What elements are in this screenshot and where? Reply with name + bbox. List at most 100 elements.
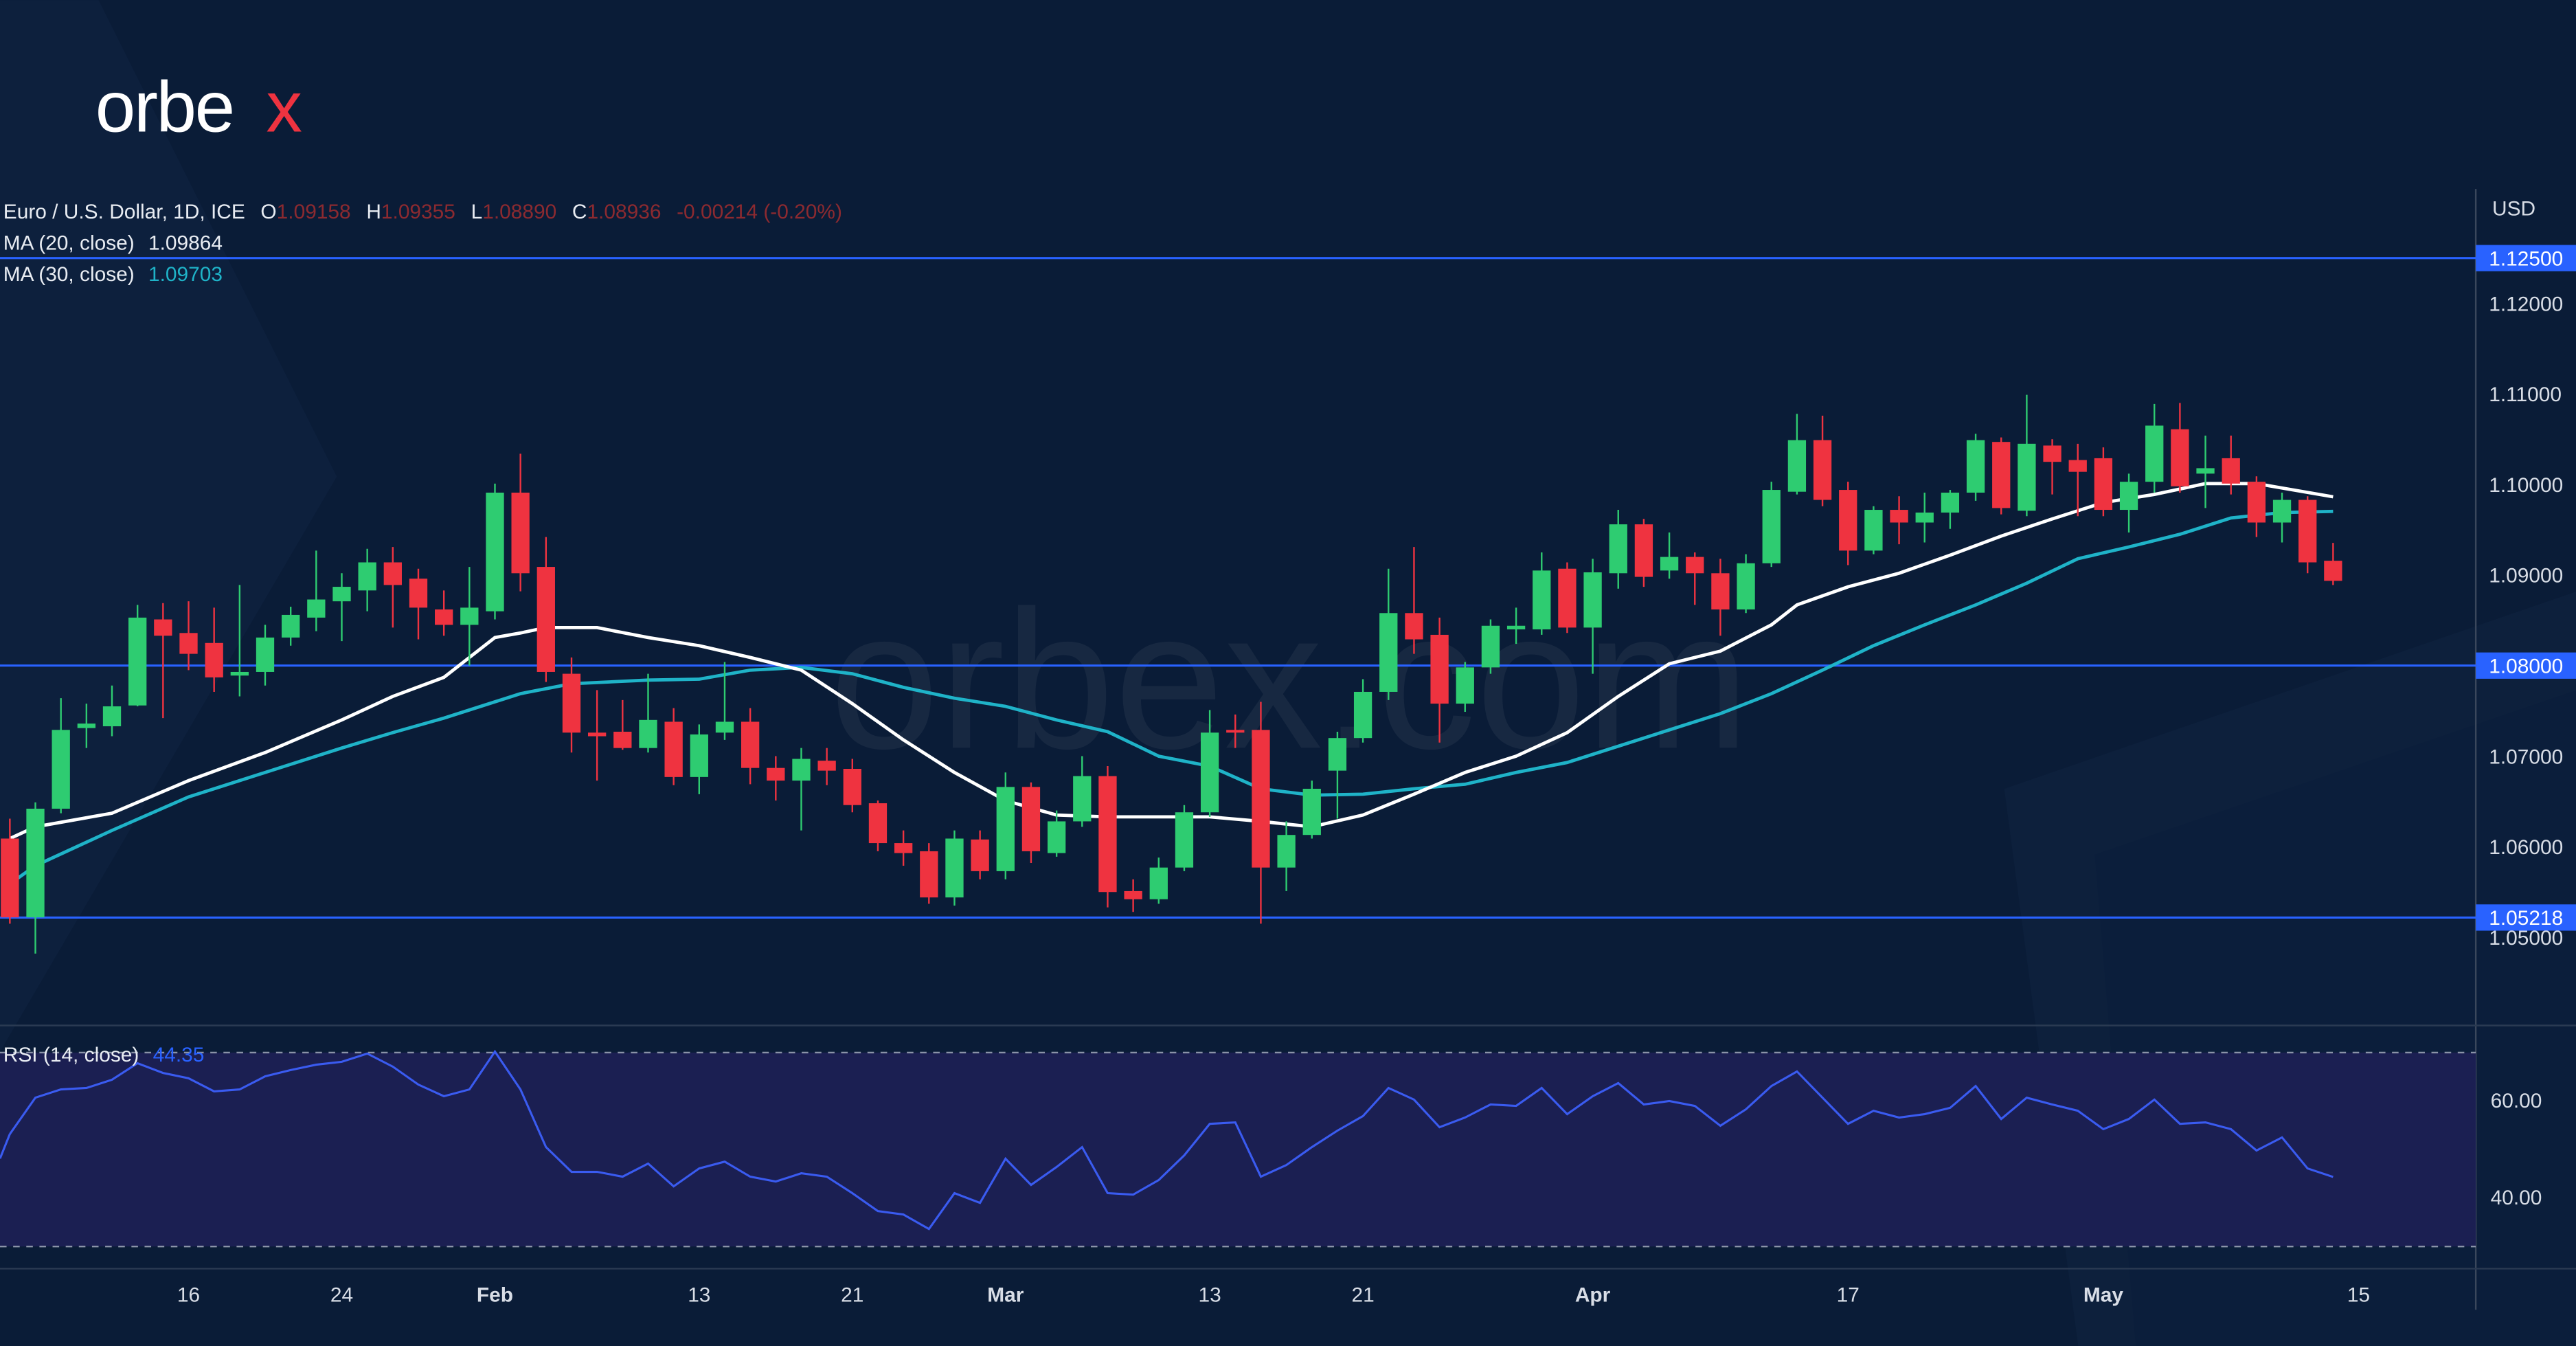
- candle: [1915, 492, 1934, 543]
- candle: [1533, 552, 1551, 635]
- candle-body: [715, 721, 734, 733]
- candle-body: [536, 567, 555, 672]
- candle: [486, 483, 504, 620]
- ma30-legend[interactable]: MA (30, close) 1.09703: [3, 263, 223, 286]
- candle-body: [205, 642, 223, 677]
- candle: [1073, 756, 1092, 827]
- candle-body: [767, 767, 785, 781]
- candle: [1966, 434, 1985, 501]
- candle: [230, 585, 249, 697]
- ma20-label: MA (20, close): [3, 232, 135, 255]
- rsi-legend[interactable]: RSI (14, close) 44.35: [3, 1044, 205, 1066]
- candle: [2196, 435, 2215, 508]
- candle-body: [1481, 625, 1500, 668]
- candle-body: [486, 492, 504, 612]
- candle-body: [1405, 613, 1423, 640]
- candle-body: [460, 607, 479, 625]
- candle: [1634, 519, 1653, 587]
- candle: [2094, 447, 2113, 517]
- time-axis[interactable]: 16 24 Feb 13 21 Mar 13 21 Apr 17 May 15: [177, 1283, 2370, 1306]
- candle: [1200, 710, 1219, 817]
- price-axis-label: 1.07000: [2489, 745, 2563, 768]
- high-value: 1.09355: [381, 201, 455, 223]
- candle-body: [282, 614, 300, 638]
- rsi-line: [9, 1049, 2334, 1231]
- candle: [817, 748, 836, 785]
- candle: [587, 690, 607, 781]
- candle: [1941, 490, 1960, 529]
- candle-body: [2222, 458, 2240, 484]
- candle-body: [817, 761, 836, 771]
- candle-body: [1737, 563, 1755, 610]
- candle: [1609, 510, 1627, 589]
- time-axis-label: Mar: [987, 1283, 1024, 1306]
- low-value: 1.08890: [482, 201, 556, 223]
- candle-body: [1073, 776, 1092, 822]
- candle-body: [2119, 482, 2138, 511]
- candle: [282, 607, 300, 646]
- candle: [332, 573, 351, 642]
- price-axis-label: 1.12000: [2489, 293, 2563, 315]
- candle: [767, 756, 785, 801]
- candle-body: [2094, 458, 2113, 511]
- candle-body: [1353, 691, 1372, 739]
- candle: [894, 830, 913, 866]
- rsi-value: 44.35: [153, 1044, 205, 1066]
- rsi-label: RSI (14, close): [3, 1044, 139, 1066]
- candle-body: [690, 734, 708, 777]
- candle-body: [1890, 510, 1908, 523]
- candle-body: [26, 808, 45, 918]
- candle: [1839, 482, 1857, 565]
- open-value: 1.09158: [277, 201, 351, 223]
- candle: [383, 547, 402, 628]
- candle-body: [1660, 557, 1679, 571]
- price-axis-label: 1.11000: [2489, 383, 2562, 406]
- svg-text:x: x: [266, 67, 302, 147]
- rsi-pane: [0, 1049, 2476, 1248]
- candle-body: [230, 671, 249, 676]
- candle-body: [77, 724, 95, 728]
- candle-body: [2171, 429, 2189, 486]
- candle-body: [2196, 468, 2215, 474]
- candle-body: [154, 619, 172, 636]
- candle: [179, 601, 198, 671]
- candle: [205, 607, 223, 692]
- candle: [2043, 439, 2061, 495]
- candle: [2247, 476, 2266, 537]
- candle-body: [383, 562, 402, 585]
- candle: [128, 605, 147, 707]
- candle: [1506, 607, 1526, 644]
- candle: [511, 453, 530, 592]
- time-axis-label: 21: [1351, 1283, 1374, 1306]
- candle: [1353, 679, 1372, 743]
- candle-body: [2068, 460, 2087, 472]
- candle-body: [2043, 445, 2061, 462]
- candle-body: [1583, 572, 1602, 628]
- candle: [1405, 547, 1423, 654]
- candle: [945, 830, 964, 906]
- change-value: -0.00214 (-0.20%): [677, 201, 842, 223]
- candle: [996, 772, 1015, 879]
- open-label: O: [260, 201, 276, 223]
- candle: [920, 843, 938, 904]
- close-label: C: [572, 201, 587, 223]
- candle-body: [307, 599, 326, 618]
- candle: [2324, 543, 2342, 585]
- orbex-logo: orbe x: [95, 67, 302, 147]
- time-axis-label: 16: [177, 1283, 200, 1306]
- candle: [409, 568, 428, 640]
- candle: [1302, 781, 1321, 839]
- candle: [26, 802, 45, 954]
- candle-body: [1966, 440, 1985, 493]
- candle-body: [1839, 490, 1857, 551]
- candle: [256, 625, 275, 686]
- price-axis[interactable]: 60.00 40.00 1.12500 1.08000 1.05218 1.12000 1.…: [2476, 245, 2576, 1210]
- candle: [843, 759, 861, 813]
- candle: [1660, 532, 1679, 579]
- candle: [1430, 617, 1449, 743]
- candle-body: [1047, 821, 1066, 853]
- level-tag: [2476, 652, 2576, 679]
- ma20-legend[interactable]: MA (20, close) 1.09864: [3, 232, 223, 255]
- time-axis-label: 24: [330, 1283, 353, 1306]
- candle-body: [435, 609, 453, 625]
